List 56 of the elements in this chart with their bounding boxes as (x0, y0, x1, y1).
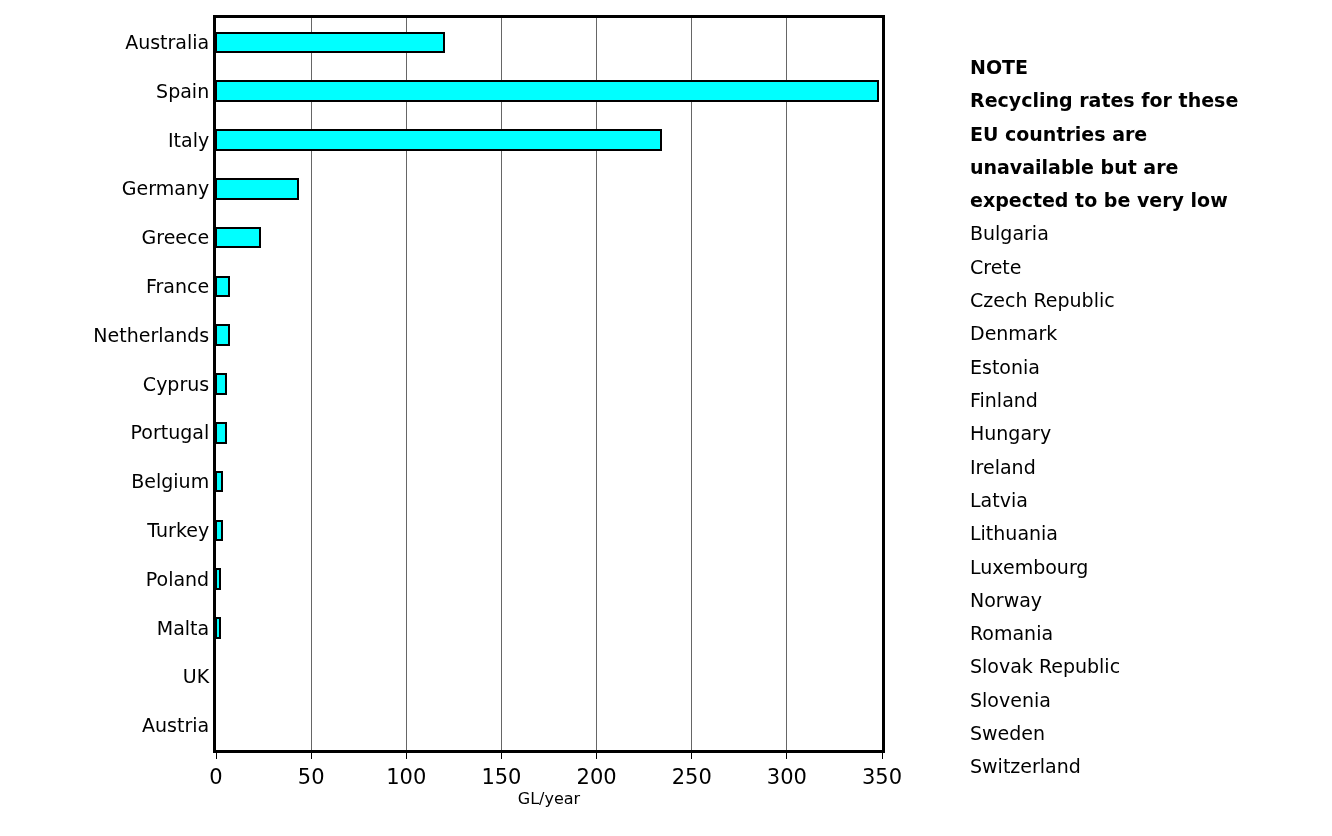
y-tick-label: France (146, 275, 210, 298)
y-tick-label: Netherlands (93, 323, 210, 346)
text: Denmark (970, 322, 1058, 344)
text: Lithuania (970, 522, 1059, 544)
bar (216, 178, 299, 200)
bar (216, 568, 221, 590)
text: Bulgaria (970, 222, 1049, 244)
text: Recycling rates for these EU countries are unavailable but are expected to be very low (970, 89, 1239, 211)
y-tick-label: Poland (145, 567, 210, 590)
text: Romania (970, 622, 1054, 644)
y-tick-label: UK (182, 665, 210, 688)
y-tick-label: Turkey (146, 519, 210, 542)
x-tick-label: 350 (861, 765, 903, 790)
x-tick-label: 250 (671, 765, 712, 790)
bar (216, 324, 230, 346)
y-tick-label: Belgium (131, 470, 210, 493)
x-axis-title: GL/year (517, 789, 581, 809)
bar (216, 520, 223, 541)
x-tick-label: 0 (209, 765, 223, 790)
x-tick-label: 50 (297, 765, 325, 790)
bar (216, 32, 445, 53)
bar (216, 80, 879, 102)
bar (216, 373, 227, 395)
text: Crete (970, 256, 1022, 278)
y-tick-label: Austria (142, 714, 210, 737)
text: Slovenia (970, 689, 1051, 711)
bar (216, 471, 223, 492)
y-tick-label: Germany (121, 177, 210, 200)
text: Ireland (970, 456, 1036, 478)
text: Hungary (970, 422, 1052, 444)
x-tick-label: 300 (766, 765, 807, 790)
y-tick-label: Spain (156, 79, 210, 102)
x-tick-label: 200 (576, 765, 617, 790)
bar (216, 276, 230, 297)
x-tick-label: 150 (481, 765, 522, 790)
y-tick-label: Australia (125, 31, 210, 54)
y-tick-label: Malta (156, 616, 210, 639)
y-tick-label: Portugal (130, 421, 210, 444)
text: Estonia (970, 356, 1040, 378)
text: NOTE (970, 56, 1028, 78)
y-tick-label: Greece (141, 226, 210, 249)
y-tick-label: Cyprus (142, 372, 210, 395)
text: Finland (970, 389, 1038, 411)
text: Latvia (970, 489, 1028, 511)
text: Czech Republic (970, 289, 1115, 311)
text: Switzerland (970, 755, 1081, 777)
bar (216, 617, 221, 639)
text: Luxembourg (970, 556, 1089, 578)
bar (216, 227, 261, 248)
text: Sweden (970, 722, 1046, 744)
y-tick-label: Italy (167, 128, 210, 151)
bar (216, 422, 227, 444)
bar (216, 129, 662, 151)
text: Slovak Republic (970, 655, 1121, 677)
x-tick-label: 100 (386, 765, 427, 790)
text: Norway (970, 589, 1043, 611)
